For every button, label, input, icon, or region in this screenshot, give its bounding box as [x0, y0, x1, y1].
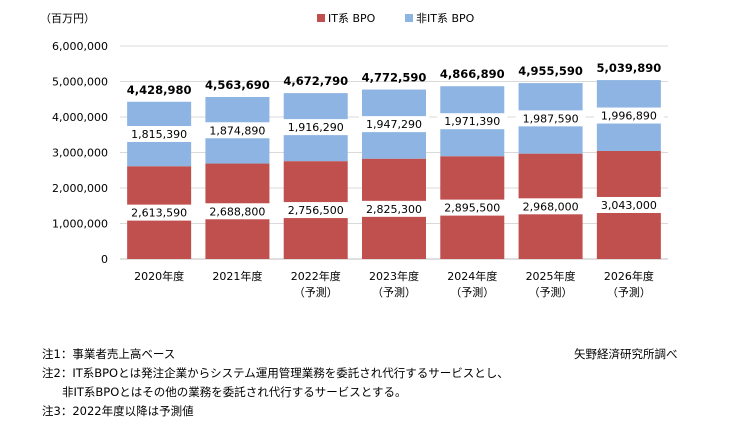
y-tick-label: 0 [101, 253, 108, 266]
x-tick-label: 2026年度 [604, 269, 654, 283]
data-label-box [280, 119, 351, 136]
data-label-box [124, 204, 195, 221]
data-label-box [280, 202, 351, 219]
x-tick-label: （予測） [607, 285, 651, 299]
data-label-non-it-bpo: 1,874,890 [209, 124, 265, 137]
y-tick-label: 5,000,000 [52, 76, 108, 89]
data-label-box [359, 116, 429, 133]
note-1: 注1：事業者売上高ベース [42, 347, 176, 361]
total-label: 4,563,690 [205, 78, 270, 92]
data-label-box [124, 125, 195, 142]
data-label-non-it-bpo: 1,947,290 [366, 118, 422, 131]
data-label-box [593, 196, 664, 213]
source-credit: 矢野経済研究所調べ [574, 347, 678, 361]
x-tick-label: 2020年度 [134, 269, 184, 283]
x-tick-label: （予測） [529, 285, 573, 299]
y-tick-label: 1,000,000 [52, 218, 108, 231]
data-label-non-it-bpo: 1,971,390 [444, 115, 500, 128]
y-tick-label: 6,000,000 [52, 40, 108, 53]
x-tick-label: 2024年度 [447, 269, 497, 283]
data-label-it-bpo: 2,895,500 [444, 202, 500, 215]
y-tick-label: 3,000,000 [52, 147, 108, 160]
data-label-it-bpo: 2,968,000 [523, 200, 579, 213]
data-label-box [593, 107, 664, 124]
data-label-box [515, 198, 586, 215]
legend-swatch [317, 14, 325, 22]
total-label: 5,039,890 [596, 61, 661, 75]
legend-swatch [405, 14, 413, 22]
total-label: 4,866,890 [440, 67, 505, 81]
total-label: 4,955,590 [518, 64, 583, 78]
data-label-it-bpo: 2,613,590 [131, 207, 187, 220]
data-label-non-it-bpo: 1,987,590 [523, 112, 579, 125]
total-label: 4,428,980 [127, 83, 192, 97]
note-2-continued: 非IT系BPOとはその他の業務を委託され代行するサービスとする。 [62, 385, 407, 399]
y-unit-label: （百万円） [40, 12, 95, 25]
data-label-it-bpo: 3,043,000 [601, 199, 657, 212]
y-tick-label: 2,000,000 [52, 182, 108, 195]
data-label-it-bpo: 2,825,300 [366, 203, 422, 216]
data-label-box [202, 122, 273, 139]
x-tick-label: （予測） [294, 285, 338, 299]
data-label-it-bpo: 2,756,500 [288, 204, 344, 217]
x-tick-label: 2022年度 [291, 269, 341, 283]
y-tick-label: 4,000,000 [52, 111, 108, 124]
x-tick-label: 2025年度 [526, 269, 576, 283]
total-label: 4,672,790 [283, 74, 348, 88]
data-label-box [202, 203, 273, 220]
data-label-box [359, 200, 429, 217]
x-tick-label: 2023年度 [369, 269, 419, 283]
data-label-it-bpo: 2,688,800 [209, 205, 265, 218]
x-tick-label: （予測） [450, 285, 494, 299]
legend-label: 非IT系 BPO [416, 12, 475, 25]
x-tick-label: 2021年度 [212, 269, 262, 283]
legend-label: IT系 BPO [328, 12, 376, 25]
x-tick-label: （予測） [372, 285, 416, 299]
data-label-non-it-bpo: 1,916,290 [288, 121, 344, 134]
data-label-non-it-bpo: 1,815,390 [131, 128, 187, 141]
data-label-box [515, 110, 586, 127]
note-3: 注3：2022年度以降は予測値 [42, 404, 194, 418]
total-label: 4,772,590 [362, 71, 427, 85]
data-label-box [437, 113, 508, 130]
data-label-non-it-bpo: 1,996,890 [601, 110, 657, 123]
stacked-bar-chart: 0 1,000,000 2,000,000 3,000,000 4,000,000 5,0… [40, 12, 668, 299]
note-2: 注2：IT系BPOとは発注企業からシステム運用管理業務を委託され代行するサービス… [42, 366, 509, 380]
data-label-box [437, 199, 508, 216]
